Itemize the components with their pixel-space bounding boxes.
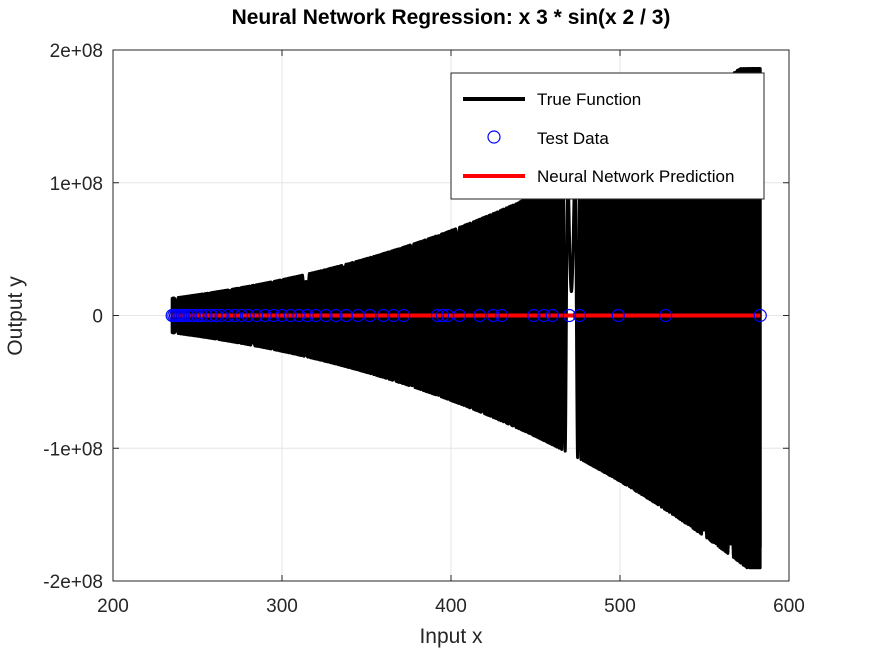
test-data-point bbox=[190, 308, 205, 323]
x-tick-label: 400 bbox=[435, 596, 467, 617]
legend-label-test-data: Test Data bbox=[537, 129, 609, 148]
y-tick-label: 1e+08 bbox=[50, 174, 103, 195]
test-data-point bbox=[397, 308, 411, 323]
test-data-point bbox=[562, 308, 576, 323]
test-data-point bbox=[473, 308, 487, 323]
test-data-point bbox=[527, 308, 541, 323]
test-data-point bbox=[611, 308, 625, 323]
test-data-point bbox=[430, 308, 445, 323]
test-data-point bbox=[228, 308, 242, 323]
test-data-point bbox=[275, 308, 289, 323]
test-data-point bbox=[363, 308, 377, 323]
test-data-series bbox=[165, 308, 767, 323]
test-data-point bbox=[194, 308, 208, 323]
tick-layer: 200 300 400 500 600 -2e+08 -1e+08 0 1e+08 2e+08 bbox=[43, 41, 805, 617]
test-data-point bbox=[386, 308, 401, 323]
x-axis-title: Input x bbox=[419, 625, 483, 648]
test-data-point bbox=[241, 308, 255, 323]
test-data-point bbox=[309, 308, 323, 323]
chart-title: Neural Network Regression: x 3 * sin(x 2… bbox=[232, 6, 671, 29]
y-tick-label: 2e+08 bbox=[50, 41, 103, 62]
x-tick-label: 500 bbox=[604, 596, 636, 617]
test-data-point bbox=[376, 308, 390, 323]
test-data-point bbox=[221, 308, 235, 323]
test-data-point bbox=[300, 308, 314, 323]
test-data-point bbox=[329, 308, 343, 323]
legend-label-true-function: True Function bbox=[537, 90, 641, 109]
test-data-point bbox=[234, 308, 249, 323]
test-data-point bbox=[435, 308, 450, 323]
y-tick-label: -2e+08 bbox=[43, 572, 103, 593]
test-data-point bbox=[753, 308, 767, 323]
test-data-point bbox=[204, 308, 218, 323]
test-data-point bbox=[283, 308, 298, 323]
legend-swatch-test-data bbox=[487, 130, 501, 144]
x-tick-label: 200 bbox=[97, 596, 129, 617]
y-axis-title: Output y bbox=[4, 276, 27, 356]
test-data-point bbox=[319, 308, 333, 323]
y-tick-label: -1e+08 bbox=[43, 439, 103, 460]
y-tick-label: 0 bbox=[92, 307, 103, 328]
legend-label-nn-prediction: Neural Network Prediction bbox=[537, 167, 734, 186]
test-data-point bbox=[250, 308, 264, 323]
test-data-point bbox=[495, 308, 509, 323]
test-data-point bbox=[177, 308, 191, 323]
x-tick-label: 600 bbox=[773, 596, 805, 617]
test-data-point bbox=[266, 308, 281, 323]
test-data-point bbox=[659, 308, 673, 323]
test-data-point bbox=[184, 308, 198, 323]
test-data-point bbox=[258, 308, 272, 323]
legend: True Function Test Data Neural Network P… bbox=[450, 72, 765, 200]
test-data-point bbox=[214, 308, 228, 323]
test-data-point bbox=[452, 308, 467, 323]
test-data-point bbox=[572, 308, 587, 323]
test-data-point bbox=[486, 308, 500, 323]
x-tick-label: 300 bbox=[266, 596, 298, 617]
test-data-point bbox=[537, 308, 551, 323]
test-data-point bbox=[199, 308, 213, 323]
test-data-point bbox=[180, 308, 194, 323]
test-data-point bbox=[545, 308, 560, 323]
test-data-point bbox=[292, 308, 306, 323]
